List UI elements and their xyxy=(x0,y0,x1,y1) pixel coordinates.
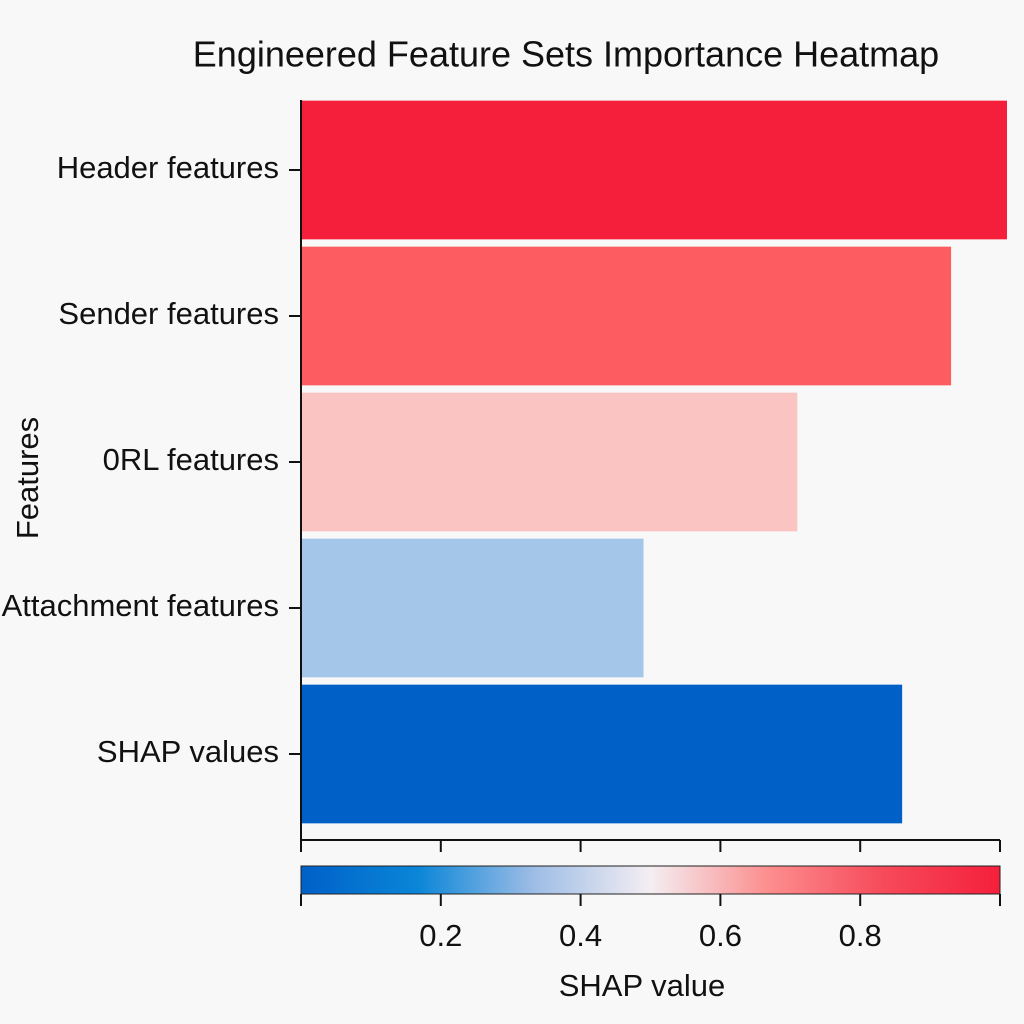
x-tick-label: 0.2 xyxy=(419,918,462,953)
bar xyxy=(301,246,952,386)
colorbar xyxy=(300,865,1001,895)
bar xyxy=(301,392,798,532)
x-axis-label: SHAP value xyxy=(559,968,726,1003)
bar xyxy=(301,538,644,678)
x-tick-label: 0.4 xyxy=(559,918,602,953)
y-tick-label: Header features xyxy=(57,150,279,185)
x-tick-label: 0.8 xyxy=(839,918,882,953)
y-tick-label: 0RL features xyxy=(103,442,279,477)
x-tick-label: 0.6 xyxy=(699,918,742,953)
bar xyxy=(301,100,1007,240)
y-tick-label: SHAP values xyxy=(97,734,279,769)
y-axis-label: Features xyxy=(10,417,45,539)
bar xyxy=(301,684,903,824)
y-tick-label: Sender features xyxy=(58,296,279,331)
y-tick-label: Attachment features xyxy=(2,588,279,623)
chart-title: Engineered Feature Sets Importance Heatm… xyxy=(193,34,939,75)
